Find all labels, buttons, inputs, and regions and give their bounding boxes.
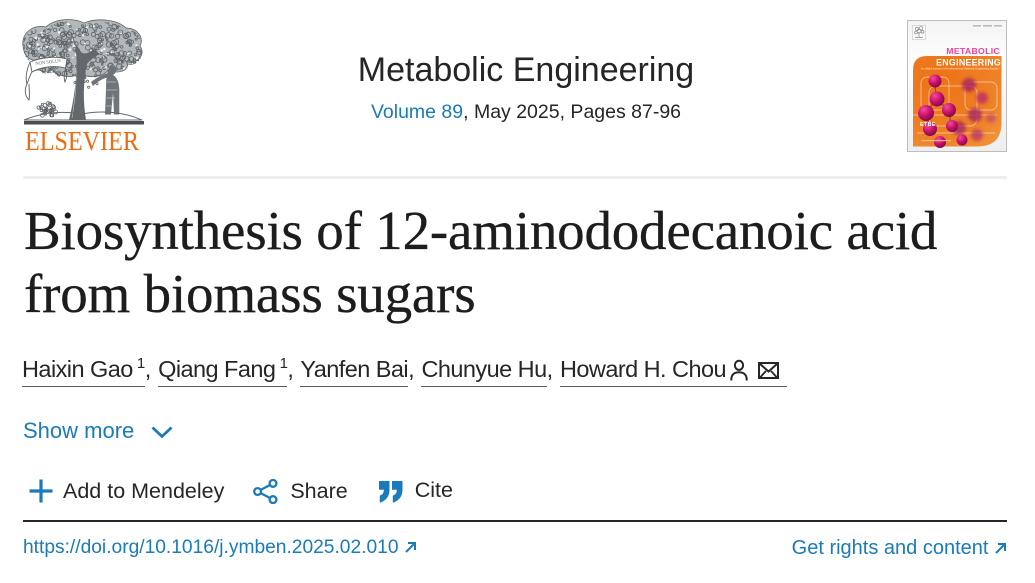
svg-text:An official journal of the Int: An official journal of the International…	[921, 67, 999, 71]
svg-text:NON SOLUS: NON SOLUS	[35, 58, 62, 66]
svg-text:ENGINEERING: ENGINEERING	[936, 58, 1001, 68]
svg-text:METABOLIC: METABOLIC	[946, 46, 1000, 56]
svg-text:ELSEVIER: ELSEVIER	[25, 126, 139, 154]
svg-text:ETBE: ETBE	[920, 122, 936, 128]
